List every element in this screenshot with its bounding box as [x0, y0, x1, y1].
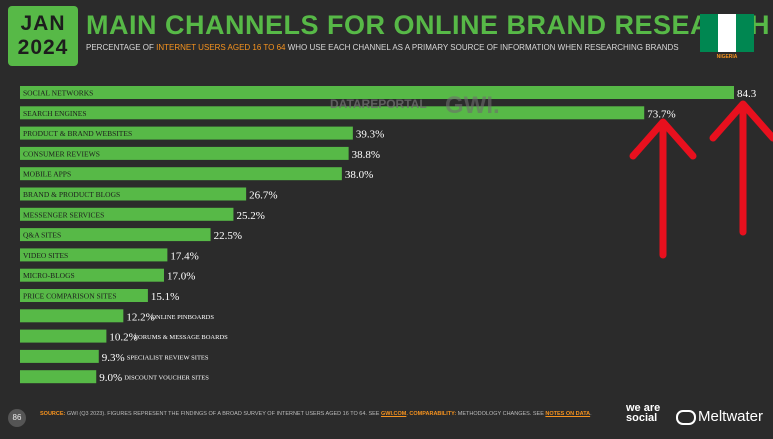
date-month: JAN	[20, 12, 66, 35]
bar	[20, 146, 349, 160]
value-label: 39.3%	[356, 129, 384, 141]
value-label: 15.1%	[151, 291, 179, 303]
bar	[20, 268, 164, 282]
value-label: 38.0%	[345, 169, 373, 181]
comparability-label: . COMPARABILITY:	[406, 411, 457, 417]
source-end: .	[590, 411, 592, 417]
category-label: ONLINE PINBOARDS	[151, 314, 214, 321]
date-badge: JAN 2024	[8, 6, 78, 66]
bar	[20, 126, 353, 140]
value-label: 38.8%	[352, 149, 380, 161]
bar	[20, 349, 99, 363]
category-label: MESSENGER SERVICES	[23, 210, 104, 219]
category-label: CONSUMER REVIEWS	[23, 149, 100, 158]
source-label: SOURCE:	[40, 411, 66, 417]
meltwater-label: Meltwater	[698, 408, 764, 425]
category-label: PRODUCT & BRAND WEBSITES	[23, 129, 132, 138]
bar	[20, 86, 734, 99]
bar	[20, 167, 342, 181]
category-label: Q&A SITES	[23, 231, 61, 240]
category-label: SEARCH ENGINES	[23, 109, 87, 118]
bar	[20, 106, 645, 120]
bar	[20, 207, 234, 221]
red-arrow-icon	[709, 100, 773, 236]
country-label: NIGERIA	[716, 54, 738, 60]
source-link[interactable]: GWI.COM	[381, 411, 407, 417]
bar	[20, 309, 124, 323]
value-label: 25.2%	[236, 210, 264, 222]
category-label: FORUMS & MESSAGE BOARDS	[134, 334, 228, 341]
chart-subtitle: PERCENTAGE OF INTERNET USERS AGED 16 TO …	[86, 43, 679, 52]
value-label: 9.0%	[99, 372, 122, 384]
source-note: SOURCE: GWI (Q3 2023). FIGURES REPRESENT…	[40, 411, 592, 417]
value-label: 22.5%	[214, 230, 242, 242]
value-label: 17.4%	[170, 250, 198, 262]
red-arrow-icon	[629, 118, 697, 259]
watermark-datareportal: DATAREPORTAL	[330, 97, 427, 111]
subtitle-prefix: PERCENTAGE OF	[86, 43, 157, 52]
category-label: SPECIALIST REVIEW SITES	[127, 354, 209, 361]
page-number: 86	[8, 409, 26, 427]
value-label: 26.7%	[249, 190, 277, 202]
category-label: DISCOUNT VOUCHER SITES	[124, 375, 209, 382]
watermark-gwi: GWI.	[445, 92, 500, 119]
source-text: GWI (Q3 2023). FIGURES REPRESENT THE FIN…	[65, 411, 381, 417]
subtitle-suffix: WHO USE EACH CHANNEL AS A PRIMARY SOURCE…	[285, 43, 679, 52]
bar	[20, 329, 107, 343]
value-label: 73.7%	[647, 108, 675, 120]
value-label: 10.2%	[109, 332, 137, 344]
notes-link[interactable]: NOTES ON DATA	[545, 411, 591, 417]
comparability-text: METHODOLOGY CHANGES. SEE	[456, 411, 546, 417]
bar	[20, 289, 148, 302]
bar	[20, 187, 247, 201]
bar	[20, 228, 211, 242]
category-label: BRAND & PRODUCT BLOGS	[23, 190, 120, 199]
category-label: MICRO-BLOGS	[23, 271, 75, 280]
bar	[20, 370, 97, 384]
category-label: MOBILE APPS	[23, 170, 71, 179]
meltwater-icon	[676, 409, 696, 425]
chart-title: MAIN CHANNELS FOR ONLINE BRAND RESEARCH	[86, 10, 771, 40]
value-label: 12.2%	[126, 311, 154, 323]
meltwater-logo: Meltwater	[676, 408, 763, 425]
subtitle-highlight: INTERNET USERS AGED 16 TO 64	[156, 43, 286, 52]
value-label: 9.3%	[102, 352, 125, 364]
category-label: VIDEO SITES	[23, 251, 68, 260]
category-label: SOCIAL NETWORKS	[23, 89, 93, 98]
category-label: PRICE COMPARISON SITES	[23, 292, 117, 301]
bar	[20, 248, 168, 262]
we-are-social-logo: we are social	[626, 402, 661, 424]
value-label: 17.0%	[167, 271, 195, 283]
value-label: 84.3	[737, 88, 757, 100]
date-year: 2024	[17, 36, 69, 59]
nigeria-flag-icon	[700, 14, 754, 52]
